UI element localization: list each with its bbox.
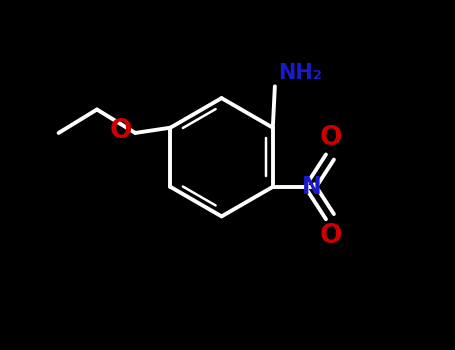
Text: O: O — [320, 125, 342, 151]
Text: N: N — [302, 175, 322, 199]
Text: O: O — [320, 223, 342, 248]
Text: O: O — [109, 118, 132, 144]
Text: NH₂: NH₂ — [278, 63, 322, 83]
